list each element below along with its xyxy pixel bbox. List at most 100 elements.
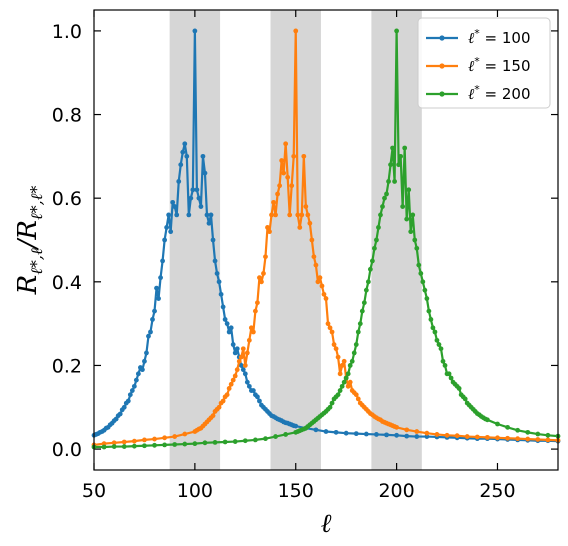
data-point [242,438,248,444]
data-point [125,398,131,404]
data-point [309,237,315,243]
data-point [174,212,180,218]
legend-marker-2 [439,91,445,97]
data-point [434,337,440,343]
data-point [422,287,428,293]
data-point [462,396,468,402]
data-point [345,383,351,389]
data-point [210,237,216,243]
data-point [232,439,238,444]
data-point [202,170,208,176]
data-point [448,375,454,381]
data-point [442,363,448,368]
data-point [331,342,337,347]
legend-ell: ℓ [468,85,474,103]
data-point [222,439,228,445]
data-point [273,212,278,218]
data-point [172,434,178,439]
y-label-sub2: ℓ*,ℓ* [27,186,46,220]
data-point [535,437,541,442]
data-point [374,432,379,437]
data-point [156,296,161,301]
data-point [525,436,531,442]
data-point [353,342,359,347]
data-point [495,421,500,427]
data-point [515,427,521,433]
x-tick-label-4: 250 [479,480,515,502]
data-point [363,287,369,293]
data-point [131,383,137,389]
series-2 [91,28,561,450]
data-point [188,195,194,201]
data-point [367,266,373,272]
data-point [339,383,345,389]
data-point [222,317,228,322]
data-point [325,321,331,327]
data-point [252,308,258,314]
data-point [333,346,339,352]
data-point [428,317,434,322]
data-point [315,279,321,285]
data-point [337,388,343,393]
x-axis-label: ℓ [321,509,332,539]
data-point [444,432,450,438]
data-point [414,245,420,251]
data-point [418,271,424,276]
data-point [341,379,347,385]
y-label-slash: /R [13,220,43,251]
data-point [484,434,490,440]
data-point [297,225,303,230]
series-0 [91,28,561,444]
data-point [133,377,139,383]
data-point [178,162,184,168]
series-lines [91,28,561,450]
data-point [394,28,400,34]
data-point [194,187,200,193]
data-point [111,440,117,446]
data-point [275,191,280,197]
data-point [135,371,141,377]
data-point [347,363,353,368]
data-point [186,212,192,218]
data-point [117,411,123,417]
data-point [323,296,329,301]
data-point [192,441,198,447]
data-point [404,427,410,433]
data-point [152,436,157,442]
data-point [390,145,395,151]
data-point [357,321,363,327]
data-point [129,388,135,393]
data-point [250,329,256,335]
y-tick-label-1: 0.2 [52,355,82,377]
data-point [277,183,282,189]
data-point [343,430,349,436]
data-point [248,325,254,331]
data-point [283,432,289,437]
data-point [218,291,224,297]
data-point [424,430,430,436]
data-point [361,300,367,306]
data-point [412,237,418,243]
data-point [474,434,480,440]
data-point [313,262,319,268]
data-point [142,358,147,364]
data-point [505,424,510,430]
data-point [255,300,260,306]
data-point [273,434,278,439]
data-point [246,337,252,343]
data-point [242,371,248,377]
data-point [287,212,293,218]
data-point [230,342,236,347]
data-point [380,204,385,209]
y-tick-label-4: 0.8 [52,105,82,127]
data-point [269,212,274,218]
y-tick-label-0: 0.0 [52,439,82,461]
data-point [172,442,178,447]
data-point [154,285,159,291]
legend-value: = 100 [480,29,531,47]
data-point [224,321,230,327]
data-point [232,373,238,379]
data-point [408,229,414,235]
